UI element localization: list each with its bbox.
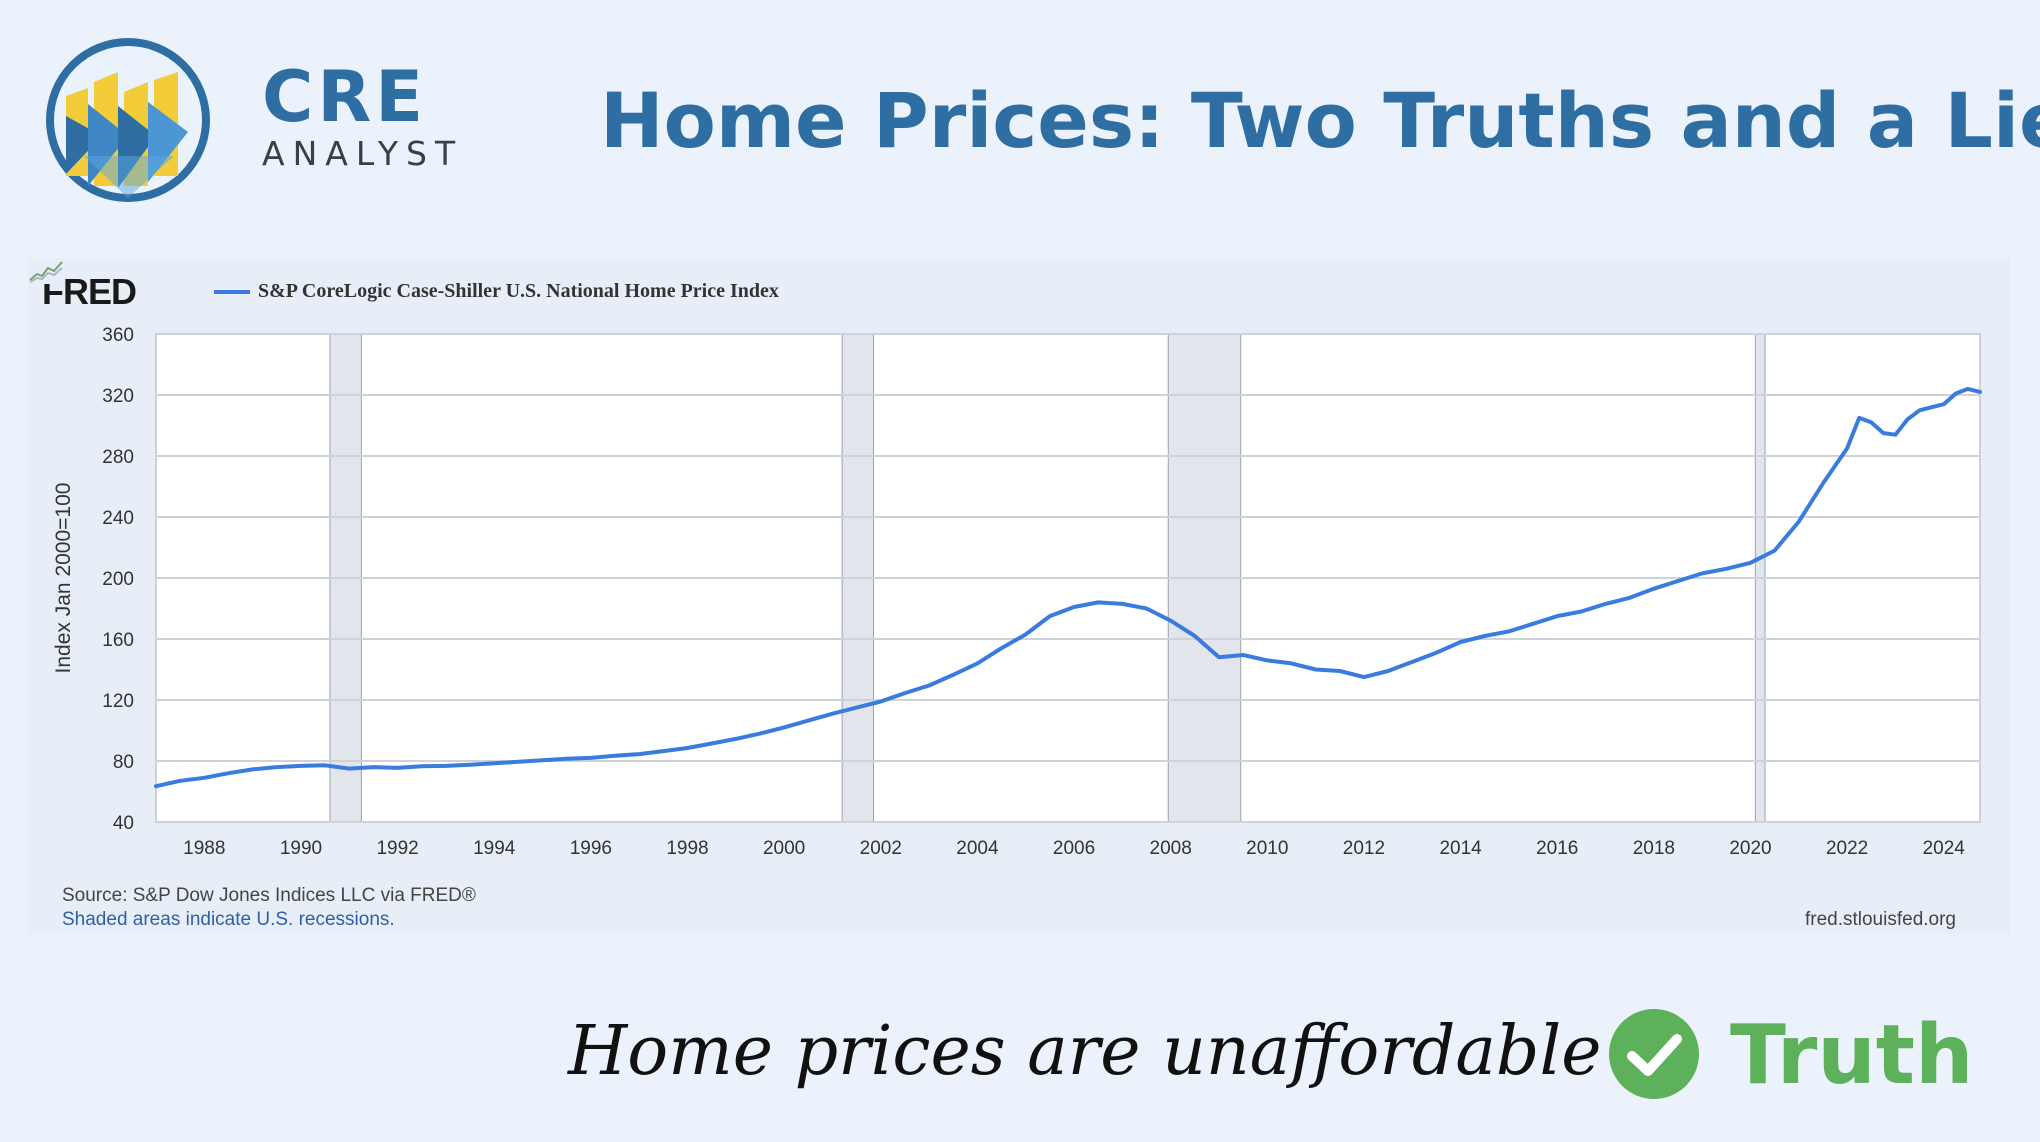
x-tick-label: 2006 [1053,838,1095,859]
fred-mini-chart-icon [28,258,64,284]
plot-border [155,333,1981,823]
fred-chart-panel: 40 80 120 160 200 240 280 320 360 1988 1990 1992 199… [28,258,2010,934]
check-circle-icon [1609,1009,1699,1099]
y-tick-label: 240 [102,508,134,529]
brand-line-2: ANALYST [262,134,464,173]
x-tick-label: 2000 [763,838,805,859]
x-tick-label: 1994 [473,838,516,859]
verdict-label: Truth [1730,1008,1974,1103]
y-tick-label: 280 [102,447,134,468]
x-tick-label: 2022 [1826,838,1868,859]
brand-line-1: CRE [262,56,428,138]
x-tick-label: 1992 [376,838,418,859]
legend-label: S&P CoreLogic Case-Shiller U.S. National… [258,280,779,302]
y-tick-label: 40 [113,813,134,834]
series-line [154,386,1982,789]
y-tick-label: 160 [102,630,134,651]
x-tick-label: 2012 [1343,838,1385,859]
x-tick-label: 1998 [666,838,708,859]
x-tick-label: 2014 [1439,838,1482,859]
y-tick-label: 120 [102,691,134,712]
x-tick-label: 2008 [1150,838,1192,859]
brand-wordmark: CRE ANALYST [262,62,463,172]
cre-analyst-logo-icon [46,38,210,202]
y-tick-label: 200 [102,569,134,590]
y-tick-label: 80 [113,752,134,773]
x-tick-label: 2024 [1923,838,1966,859]
x-tick-label: 2018 [1633,838,1675,859]
y-axis-label: Index Jan 2000=100 [52,483,75,674]
x-tick-label: 2016 [1536,838,1578,859]
y-tick-label: 360 [102,325,134,346]
fred-url[interactable]: fred.stlouisfed.org [1804,909,1956,930]
x-tick-label: 2020 [1729,838,1771,859]
x-tick-label: 2002 [860,838,902,859]
x-tick-label: 1988 [183,838,225,859]
x-tick-label: 1996 [570,838,612,859]
legend-swatch [214,290,250,294]
page-title: Home Prices: Two Truths and a Lie [600,76,2040,165]
y-tick-label: 320 [102,386,134,407]
line-chart: 40 80 120 160 200 240 280 320 360 1988 1990 1992 199… [52,325,1982,859]
x-tick-label: 1990 [280,838,322,859]
x-tick-label: 2010 [1246,838,1288,859]
x-tick-label: 2004 [956,838,999,859]
recession-note[interactable]: Shaded areas indicate U.S. recessions. [62,909,395,930]
source-note: Source: S&P Dow Jones Indices LLC via FR… [62,885,476,906]
claim-text: Home prices are unaffordable [568,1012,1602,1091]
